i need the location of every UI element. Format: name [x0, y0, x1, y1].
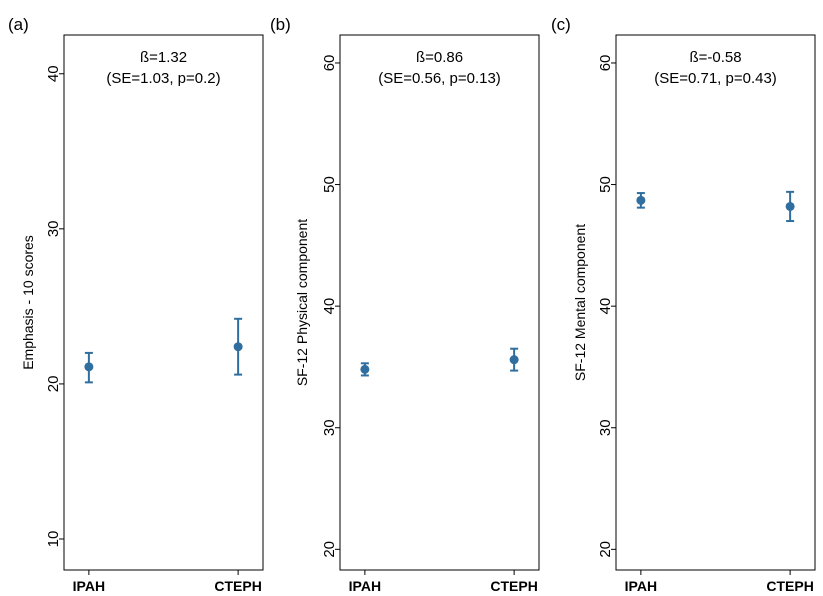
- data-point: [785, 201, 795, 211]
- stats-annotation: ß=-0.58: [689, 49, 741, 66]
- y-tick-label: 40: [597, 298, 614, 315]
- panel-label: (a): [8, 15, 29, 34]
- plot-frame: [63, 34, 264, 571]
- plot-frame: [339, 34, 540, 571]
- y-tick-label: 60: [321, 55, 338, 72]
- y-tick-label: 50: [597, 176, 614, 193]
- x-tick-label: IPAH: [349, 578, 381, 594]
- data-point: [233, 342, 243, 352]
- stats-annotation: (SE=0.56, p=0.13): [378, 70, 501, 87]
- y-tick-label: 10: [45, 531, 62, 548]
- data-point: [360, 364, 370, 374]
- stats-annotation: ß=0.86: [416, 49, 463, 66]
- data-point: [636, 195, 646, 205]
- x-tick-label: IPAH: [625, 578, 657, 594]
- plot-frame: [615, 34, 816, 571]
- y-tick-label: 20: [597, 541, 614, 558]
- stats-annotation: ß=1.32: [140, 49, 187, 66]
- y-axis-title: SF-12 Physical component: [294, 219, 310, 386]
- y-axis-title: Emphasis - 10 scores: [20, 235, 36, 370]
- data-point: [509, 355, 519, 365]
- y-axis-title: SF-12 Mental component: [572, 224, 588, 381]
- data-point: [84, 362, 94, 372]
- panel-label: (b): [270, 15, 291, 34]
- x-tick-label: IPAH: [73, 578, 105, 594]
- y-tick-label: 40: [45, 65, 62, 82]
- y-tick-label: 20: [321, 541, 338, 558]
- x-tick-label: CTEPH: [766, 578, 813, 594]
- y-tick-label: 40: [321, 298, 338, 315]
- y-tick-label: 30: [597, 419, 614, 436]
- y-tick-label: 30: [45, 220, 62, 237]
- x-tick-label: CTEPH: [214, 578, 261, 594]
- y-tick-label: 20: [45, 376, 62, 393]
- stats-annotation: (SE=0.71, p=0.43): [654, 70, 777, 87]
- y-tick-label: 50: [321, 176, 338, 193]
- panel-label: (c): [551, 15, 571, 34]
- y-tick-label: 30: [321, 419, 338, 436]
- stats-annotation: (SE=1.03, p=0.2): [106, 70, 220, 87]
- y-tick-label: 60: [597, 55, 614, 72]
- x-tick-label: CTEPH: [490, 578, 537, 594]
